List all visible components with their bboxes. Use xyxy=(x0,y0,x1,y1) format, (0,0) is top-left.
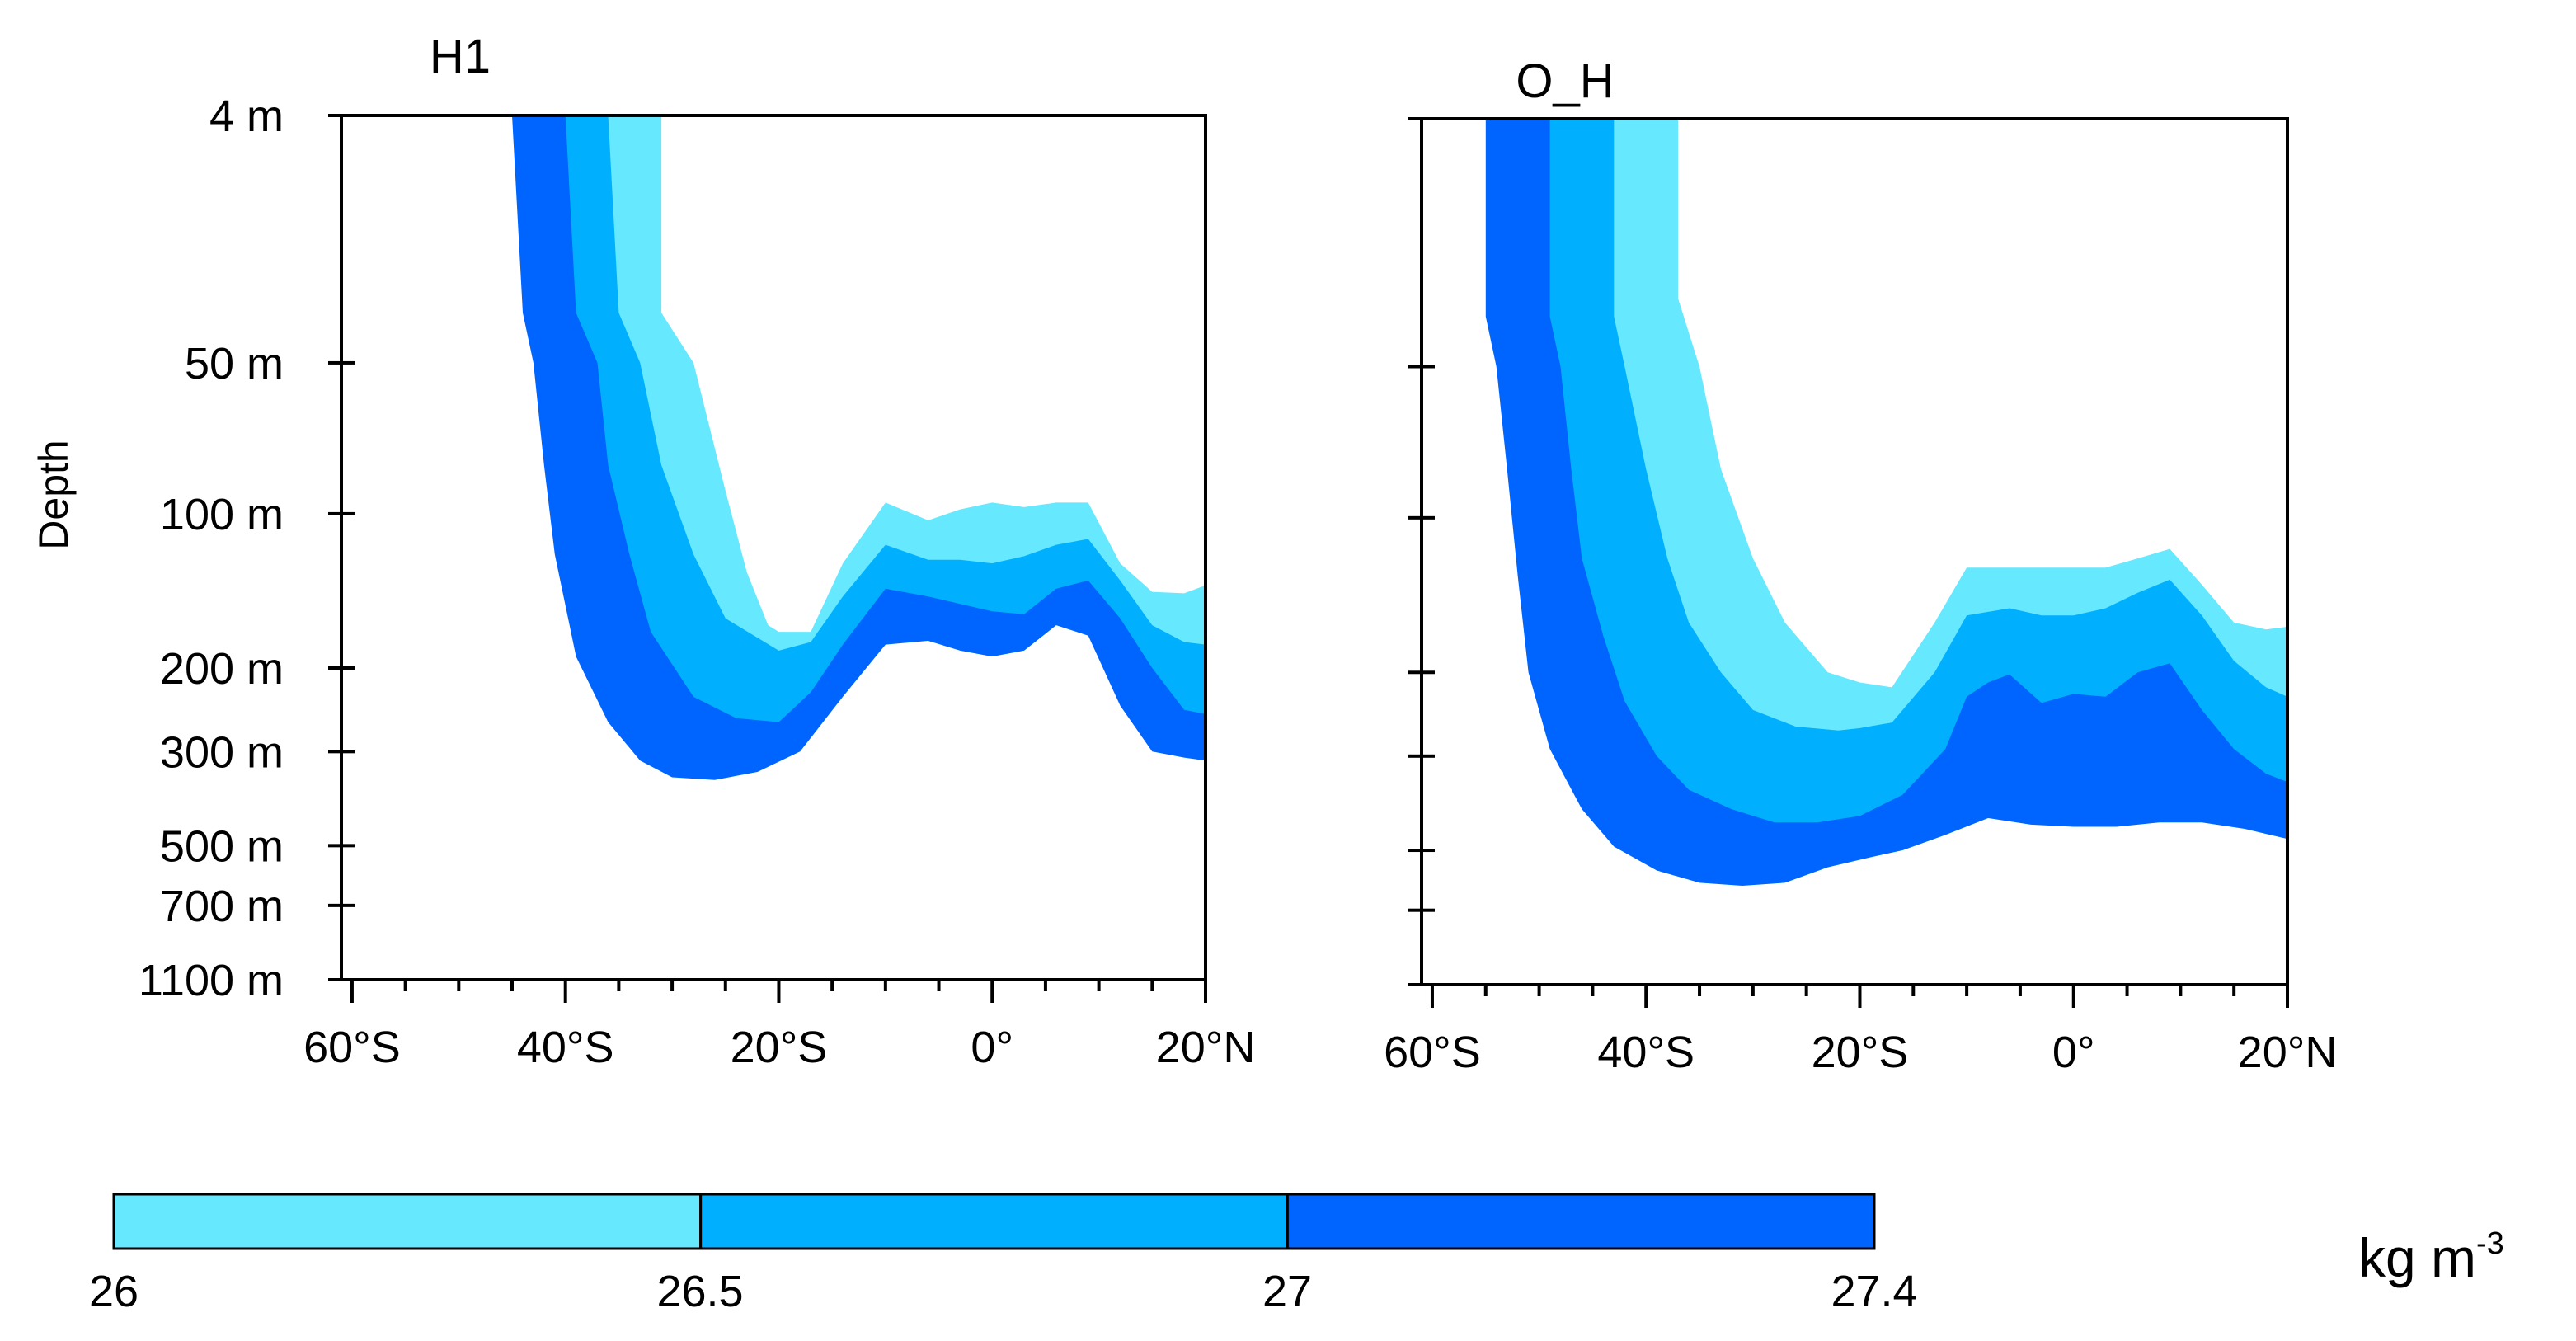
y-tick-label: 200 m xyxy=(160,644,284,694)
contour-below-26 xyxy=(661,115,1206,633)
x-tick-label: 20°S xyxy=(731,1023,828,1072)
colorbar-label: 26.5 xyxy=(656,1267,743,1316)
x-tick-label: 20°N xyxy=(2238,1028,2338,1077)
panel-title: H1 xyxy=(430,30,491,83)
x-tick-label: 40°S xyxy=(1597,1028,1695,1077)
y-tick-label: 1100 m xyxy=(139,956,284,1005)
colorbar-boxes xyxy=(112,1193,1876,1250)
colorbar-unit-exponent: -3 xyxy=(2476,1226,2504,1261)
colorbar: 26 26.5 27 27.4 kg m-3 xyxy=(89,1193,2504,1316)
x-tick-label: 20°S xyxy=(1812,1028,1909,1077)
colorbar-unit: kg m-3 xyxy=(2358,1226,2504,1288)
y-tick-label: 300 m xyxy=(160,727,284,777)
y-axis xyxy=(1408,117,1435,986)
panel-title: O_H xyxy=(1516,54,1614,108)
x-tick-label: 0° xyxy=(2052,1028,2095,1077)
colorbar-box xyxy=(112,1193,703,1250)
x-tick-label: 20°N xyxy=(1156,1023,1256,1072)
plot-frame xyxy=(340,114,1207,981)
y-axis: 4 m 50 m 100 m 200 m 300 m 500 m 700 m 1100 m xyxy=(139,92,355,1005)
x-tick-label: 0° xyxy=(971,1023,1013,1072)
colorbar-box xyxy=(1286,1193,1876,1250)
plot-area xyxy=(1420,117,2289,986)
colorbar-label: 26 xyxy=(89,1267,139,1316)
x-axis: 60°S 40°S 20°S 0° 20°N xyxy=(303,980,1255,1072)
plot-frame xyxy=(1420,117,2289,986)
x-tick-label: 60°S xyxy=(1384,1028,1481,1077)
y-tick-label: 4 m xyxy=(209,92,284,141)
colorbar-box xyxy=(699,1193,1289,1250)
colorbar-unit-base: kg m xyxy=(2358,1227,2476,1288)
x-tick-label: 40°S xyxy=(517,1023,614,1072)
panel-o-h: O_H 60°S 40°S 20°S 0° 20°N xyxy=(1384,54,2337,1077)
x-axis: 60°S 40°S 20°S 0° 20°N xyxy=(1384,985,2337,1077)
contour-below-26 xyxy=(1678,119,2287,688)
y-tick-label: 500 m xyxy=(160,821,284,871)
y-tick-label: 100 m xyxy=(160,490,284,539)
y-tick-label: 700 m xyxy=(160,882,284,931)
colorbar-label: 27 xyxy=(1262,1267,1312,1316)
panel-h1: H1 4 m 50 m 100 m 200 m 300 m 500 m 700 m 1100 … xyxy=(139,30,1255,1072)
colorbar-label: 27.4 xyxy=(1831,1267,1917,1316)
x-tick-label: 60°S xyxy=(303,1023,401,1072)
y-tick-label: 50 m xyxy=(185,339,284,388)
plot-area xyxy=(340,114,1207,981)
y-axis-label: Depth xyxy=(31,440,77,549)
